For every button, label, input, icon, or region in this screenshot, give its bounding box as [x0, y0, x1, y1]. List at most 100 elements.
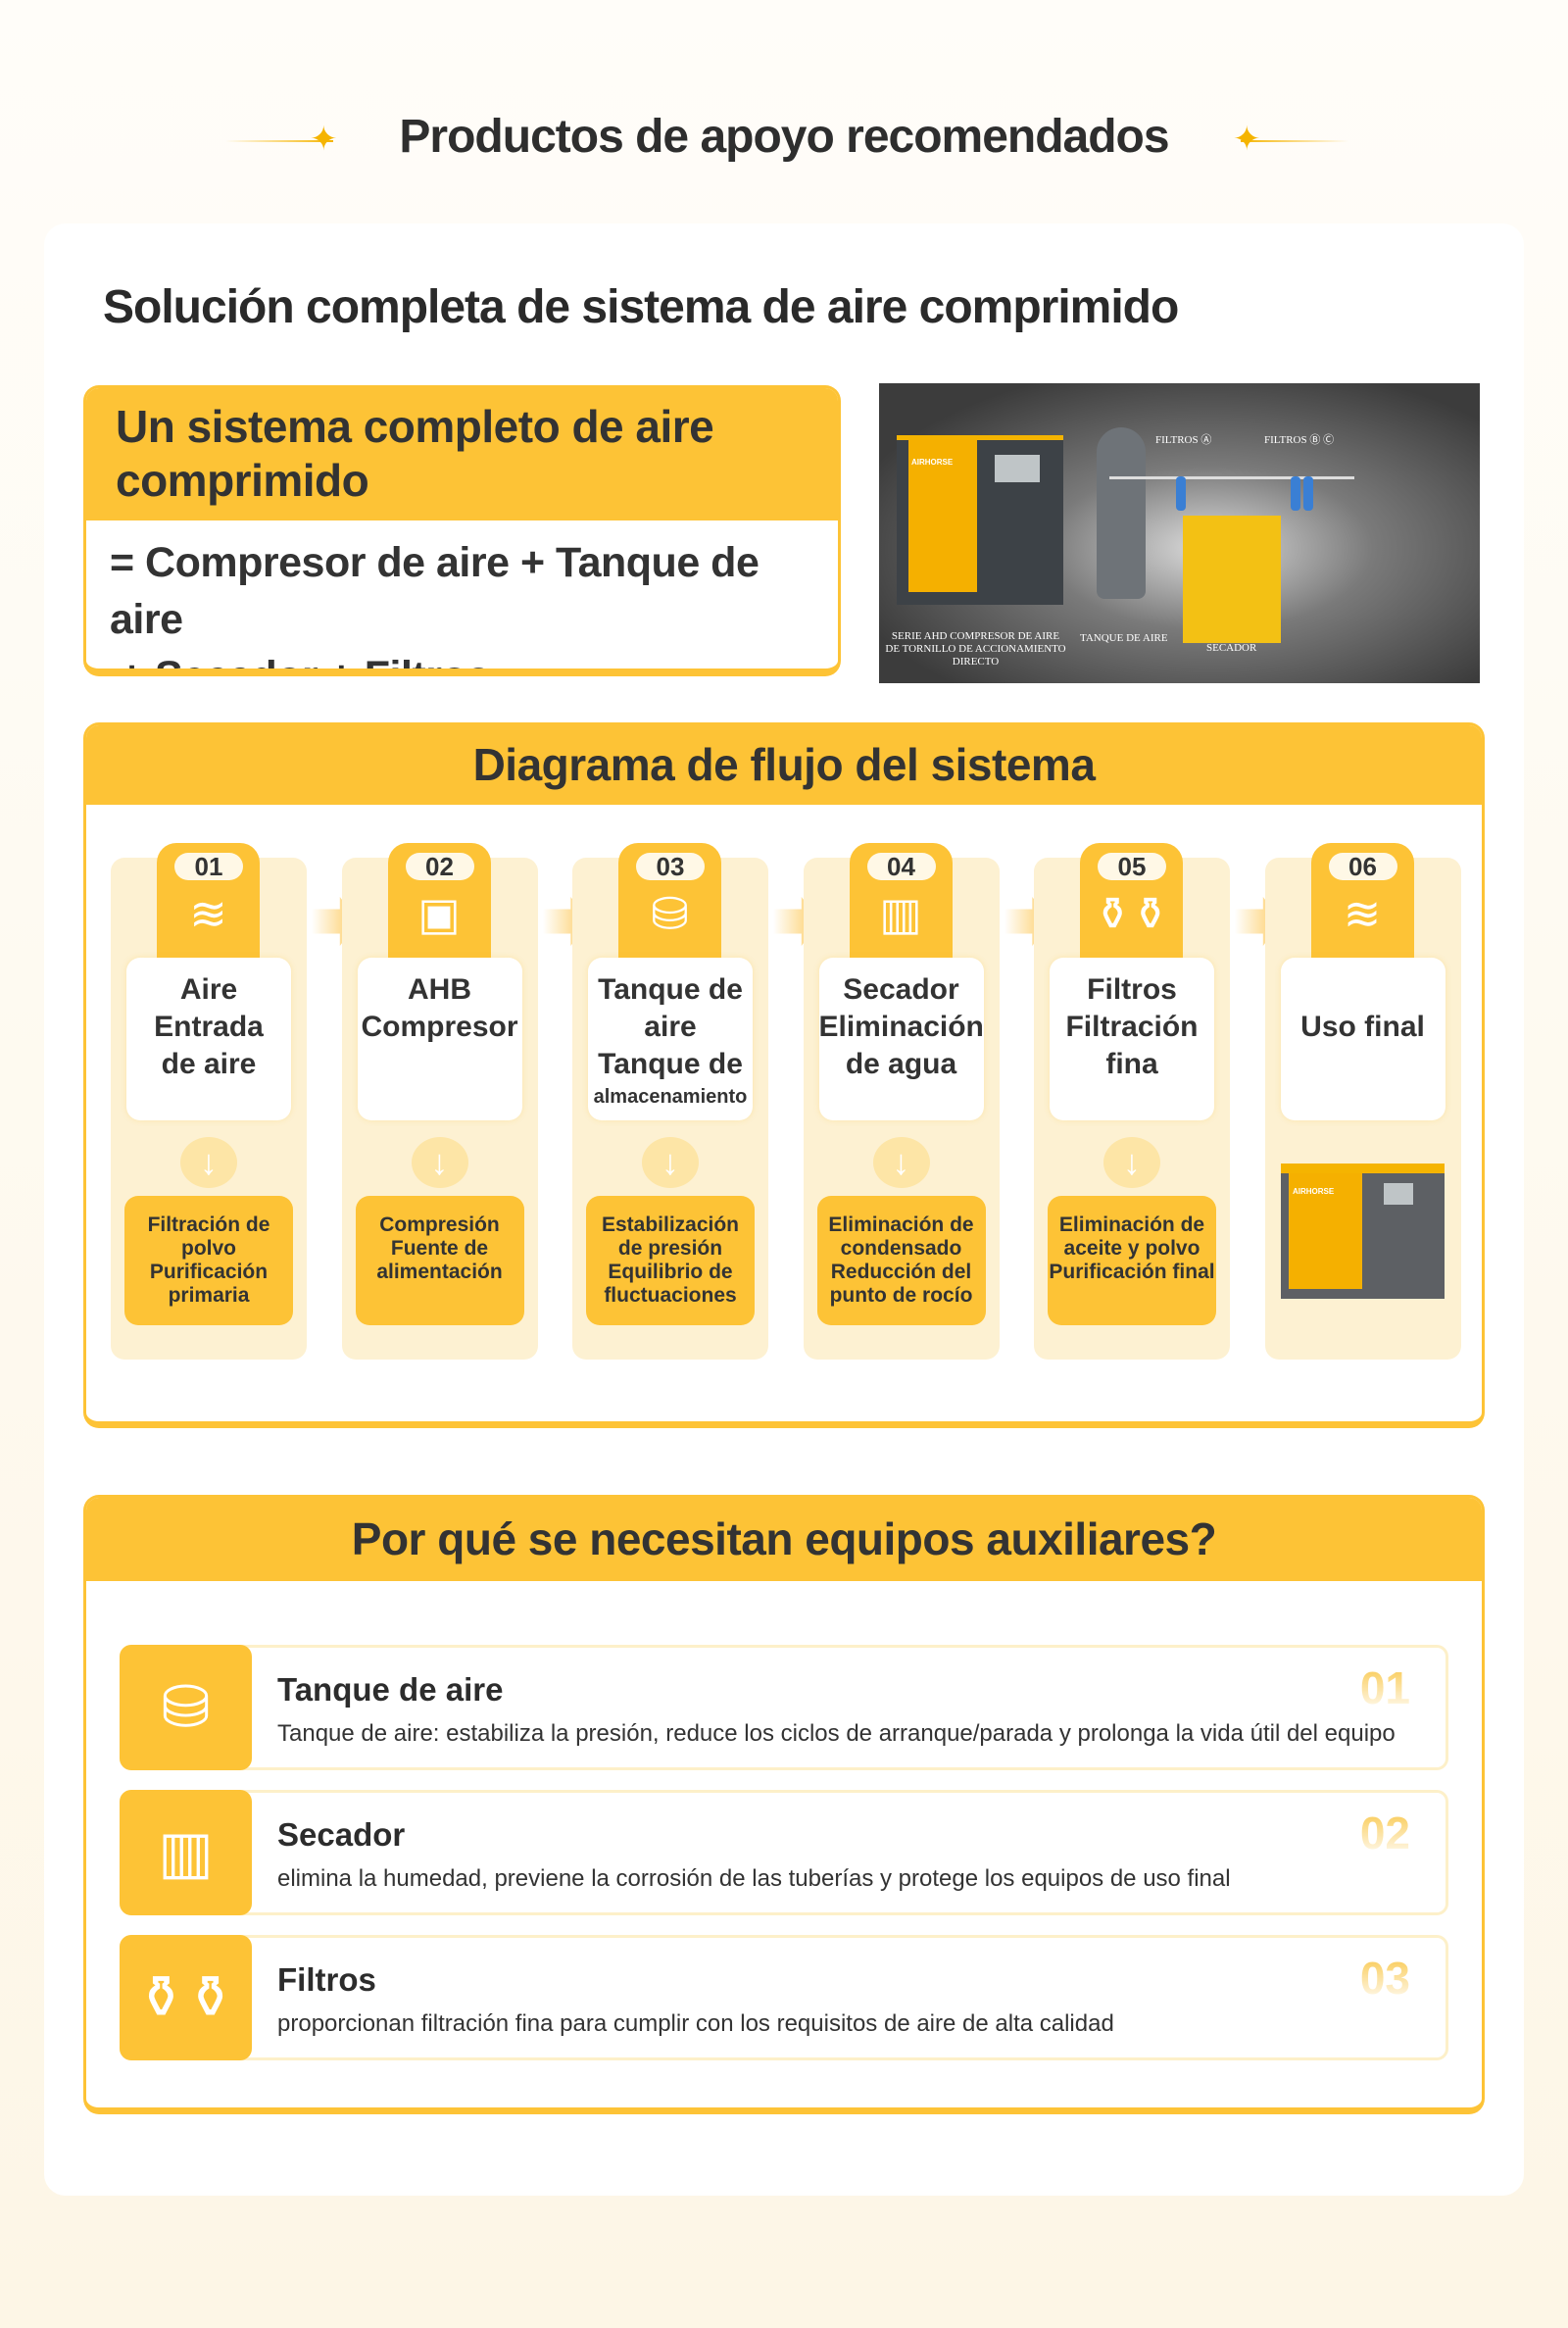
tank-icon: ⛁	[651, 888, 689, 939]
step-number: 05	[1098, 853, 1166, 880]
step-description-line: aceite y polvo	[1063, 1237, 1200, 1260]
step-description-line: Eliminación de	[828, 1214, 974, 1236]
air-flow-icon: ≋	[1343, 888, 1382, 939]
why-item: ⛁ Tanque de aire Tanque de aire: estabil…	[120, 1645, 1448, 1770]
step-number: 04	[866, 853, 936, 880]
equation-line-2: + Secador + Filtros	[120, 653, 490, 676]
page-title: Productos de apoyo recomendados	[399, 111, 1169, 163]
step-name: Uso final	[1280, 958, 1446, 1120]
step-number: 01	[174, 853, 243, 880]
why-item: ⚱⚱ Filtros proporcionan filtración fina …	[120, 1935, 1448, 2060]
step-name-line: de aire	[161, 1048, 257, 1080]
step-name: Filtros Filtración fina	[1050, 958, 1214, 1120]
step-name-line: Entrada	[154, 1011, 264, 1043]
step-description-line: Equilibrio de	[608, 1261, 733, 1283]
step-name-line: Eliminación	[818, 1011, 984, 1043]
step-name-small: almacenamiento	[593, 1086, 748, 1108]
step-number: 06	[1328, 853, 1397, 880]
step-description-line: polvo	[181, 1237, 236, 1260]
step-number: 02	[405, 853, 474, 880]
step-description-line: Reducción del	[830, 1261, 972, 1283]
step-name-line: Secador	[843, 973, 959, 1006]
step-name-line: Tanque de	[598, 1048, 743, 1080]
title-decoration-right	[1241, 140, 1348, 142]
step-name-line: aire	[644, 1011, 697, 1043]
dryer-icon: ▥	[879, 888, 922, 939]
tank-image	[1097, 427, 1146, 599]
step-name-line: Aire	[179, 973, 238, 1006]
filter-b-image	[1291, 476, 1300, 511]
step-name: Aire Entrada de aire	[126, 958, 291, 1120]
flow-diagram-section: Diagrama de flujo del sistema	[83, 722, 1485, 1428]
why-item: ▥ Secador elimina la humedad, previene l…	[120, 1790, 1448, 1915]
why-item-description: proporcionan filtración fina para cumpli…	[277, 2010, 1114, 2037]
step-name: AHB Compresor	[357, 958, 522, 1120]
step-description-line: Purificación final	[1049, 1261, 1215, 1283]
compressor-icon: ▣	[417, 888, 461, 939]
filters-icon: ⚱⚱	[1093, 888, 1170, 939]
step-description-line: condensado	[840, 1237, 962, 1260]
why-item-number: 03	[1359, 1953, 1410, 2004]
step-tab: 04 ▥	[849, 843, 953, 961]
why-item-number: 01	[1359, 1662, 1410, 1713]
why-item-title: Filtros	[277, 1961, 376, 1998]
compressor-image: AIRHORSE	[897, 435, 1063, 605]
flow-title: Diagrama de flujo del sistema	[86, 725, 1482, 805]
step-name: Tanque de aire Tanque de almacenamiento	[588, 958, 753, 1120]
equation-line-1: = Compresor de aire + Tanque de aire	[110, 539, 760, 643]
filters-icon: ⚱⚱	[120, 1935, 252, 2060]
step-name-line: fina	[1105, 1048, 1158, 1080]
step-tab: 06 ≋	[1310, 843, 1414, 961]
step-description: Filtración de polvo Purificación primaria	[124, 1196, 293, 1325]
step-description-line: alimentación	[376, 1261, 503, 1283]
why-title: Por qué se necesitan equipos auxiliares?	[86, 1498, 1482, 1581]
dryer-image	[1183, 516, 1281, 643]
title-decoration-left	[225, 140, 333, 142]
arrow-down-icon: ↓	[642, 1137, 699, 1188]
step-description-line: de presión	[617, 1237, 723, 1260]
sparkle-icon: ✦	[1233, 121, 1261, 158]
step-name-line: de agua	[845, 1048, 957, 1080]
why-item-description: Tanque de aire: estabiliza la presión, r…	[277, 1720, 1396, 1747]
arrow-down-icon: ↓	[411, 1137, 468, 1188]
step-name-line: AHB	[408, 973, 471, 1006]
step-name: Secador Eliminación de agua	[818, 958, 984, 1120]
system-photo: AIRHORSE FILTROS Ⓐ FILTROS Ⓑ Ⓒ SERIE AHD…	[879, 383, 1480, 683]
step-description-line: Filtración de	[147, 1214, 270, 1236]
arrow-down-icon: ↓	[1103, 1137, 1160, 1188]
why-item-description: elimina la humedad, previene la corrosió…	[277, 1865, 1231, 1892]
why-item-number: 02	[1359, 1808, 1410, 1858]
step-name-line: Compresor	[361, 1011, 518, 1043]
step-number: 03	[636, 853, 705, 880]
step-description-line: Eliminación de	[1058, 1214, 1205, 1236]
step-description: Estabilización de presión Equilibrio de flu…	[586, 1196, 755, 1325]
step-description-line: Compresión	[379, 1214, 500, 1236]
tank-icon: ⛁	[120, 1645, 252, 1770]
step-description-line: Fuente de	[390, 1237, 489, 1260]
end-use-compressor-image: AIRHORSE	[1281, 1164, 1445, 1299]
step-description-line: fluctuaciones	[604, 1284, 737, 1307]
step-name-line: Uso final	[1300, 1011, 1425, 1043]
step-name-line: Filtración	[1065, 1011, 1199, 1043]
step-description-line: primaria	[168, 1284, 250, 1307]
step-name-line: Tanque de	[598, 973, 743, 1006]
step-tab: 02 ▣	[387, 843, 491, 961]
step-description: Eliminación de aceite y polvo Purificación…	[1048, 1196, 1216, 1325]
filter-a-image	[1176, 476, 1186, 511]
step-description: Eliminación de condensado Reducción del pun…	[816, 1196, 986, 1325]
step-description-line: Estabilización	[601, 1214, 740, 1236]
step-tab: 01 ≋	[157, 843, 260, 961]
filter-c-image	[1303, 476, 1313, 511]
system-equation-box: Un sistema completo de aire comprimido =…	[83, 385, 841, 676]
section-heading: Solución completa de sistema de aire com…	[103, 281, 1179, 333]
arrow-down-icon: ↓	[872, 1137, 930, 1188]
equation-title: Un sistema completo de aire comprimido	[86, 388, 838, 520]
sparkle-icon: ✦	[310, 121, 338, 158]
step-tab: 03 ⛁	[618, 843, 721, 961]
step-description: Compresión Fuente de alimentación	[355, 1196, 524, 1325]
arrow-down-icon: ↓	[180, 1137, 237, 1188]
step-tab: 05 ⚱⚱	[1080, 843, 1183, 961]
step-description-line: punto de rocío	[829, 1284, 973, 1307]
step-name-line	[1281, 971, 1446, 1009]
why-item-title: Secador	[277, 1816, 406, 1853]
